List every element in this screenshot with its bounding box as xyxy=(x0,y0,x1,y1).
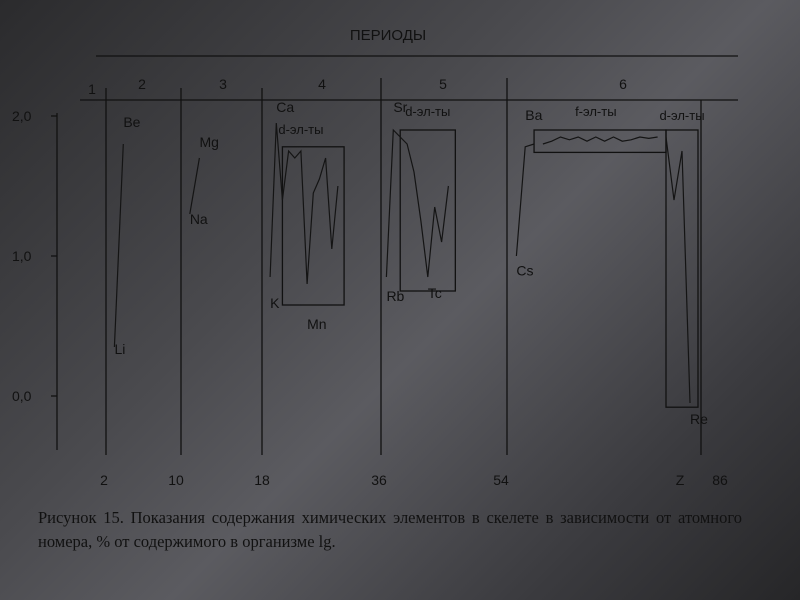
period-label: 4 xyxy=(318,76,326,92)
x-tick-label: 10 xyxy=(168,472,184,488)
element-label: Ca xyxy=(276,99,294,115)
group-label: d-эл-ты xyxy=(659,108,704,123)
group-label: d-эл-ты xyxy=(405,104,450,119)
series-line xyxy=(385,128,449,278)
group-box xyxy=(399,129,456,292)
group-box xyxy=(665,129,699,408)
element-label: Rb xyxy=(386,288,404,304)
element-label: Mn xyxy=(307,316,326,332)
figure-caption: Рисунок 15. Показания содержания химичес… xyxy=(38,508,742,551)
series-line xyxy=(665,136,691,404)
element-label: Ba xyxy=(525,107,542,123)
element-label: Tc xyxy=(428,285,442,301)
element-label: Sr xyxy=(393,99,407,115)
period-label: 3 xyxy=(219,76,227,92)
series-line xyxy=(189,157,200,215)
group-label: d-эл-ты xyxy=(278,122,323,137)
y-tick-label: 1,0 xyxy=(12,248,32,264)
group-box xyxy=(281,146,345,306)
element-label: Na xyxy=(190,211,208,227)
element-label: K xyxy=(270,295,280,311)
group-label: f-эл-ты xyxy=(575,104,617,119)
group-box xyxy=(533,129,667,154)
series-line xyxy=(113,143,124,348)
y-tick-label: 0,0 xyxy=(12,388,32,404)
series-line xyxy=(515,143,535,257)
series-line xyxy=(269,122,339,285)
series-line xyxy=(542,136,658,145)
x-tick-label: 18 xyxy=(254,472,270,488)
element-label: Re xyxy=(690,411,708,427)
x-tick-label: 86 xyxy=(712,472,728,488)
period-label: 1 xyxy=(88,81,96,97)
period-label: 6 xyxy=(619,76,627,92)
x-tick-label: 2 xyxy=(100,472,108,488)
y-tick-label: 2,0 xyxy=(12,108,32,124)
chart-title: ПЕРИОДЫ xyxy=(350,27,426,44)
x-tick-label: 54 xyxy=(493,472,509,488)
x-tick-label: 36 xyxy=(371,472,387,488)
period-label: 5 xyxy=(439,76,447,92)
element-label: Mg xyxy=(199,134,218,150)
element-label: Be xyxy=(123,114,140,130)
element-label: Cs xyxy=(516,263,533,279)
x-tick-label: Z xyxy=(676,472,685,488)
period-label: 2 xyxy=(138,76,146,92)
element-label: Li xyxy=(114,341,125,357)
